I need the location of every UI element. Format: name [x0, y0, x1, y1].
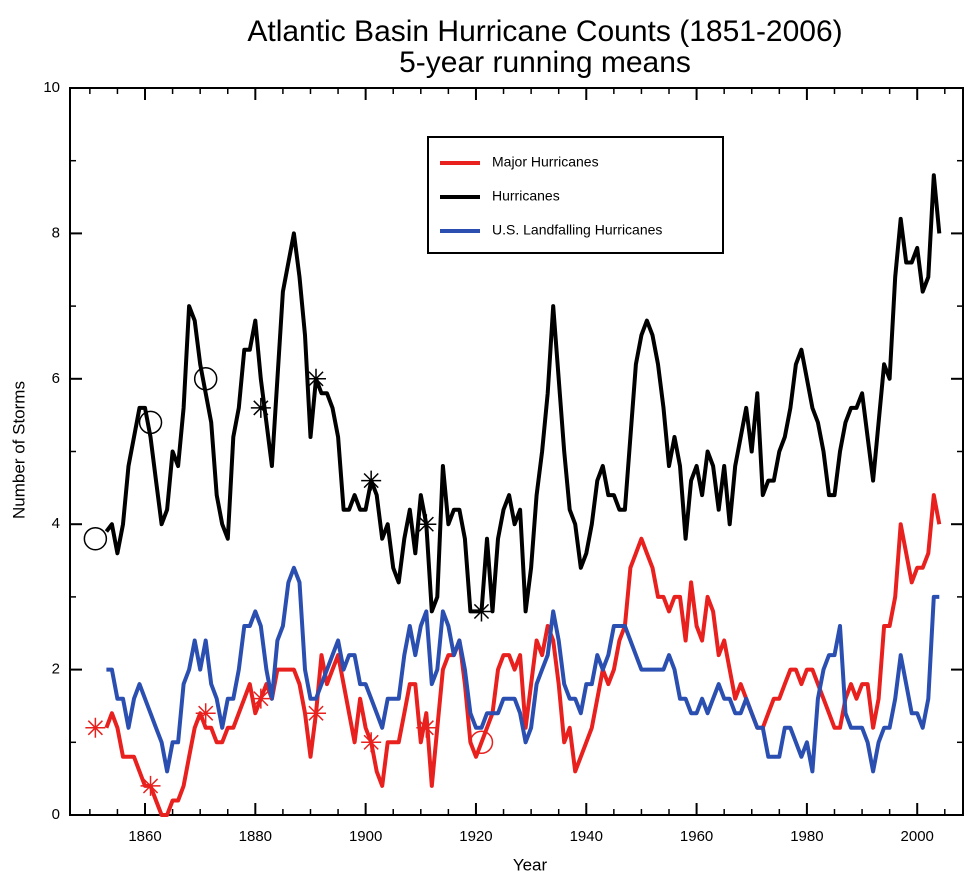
point-marker — [140, 775, 161, 796]
series-line — [104, 493, 942, 817]
x-axis-label: Year — [513, 855, 548, 874]
legend-label: U.S. Landfalling Hurricanes — [492, 222, 662, 238]
y-tick-label: 10 — [43, 79, 60, 96]
chart-subtitle: 5-year running means — [399, 46, 691, 79]
point-marker — [306, 368, 327, 389]
chart-title: Atlantic Basin Hurricane Counts (1851-20… — [247, 15, 842, 48]
x-tick-label: 1980 — [790, 828, 823, 845]
legend-label: Major Hurricanes — [492, 154, 599, 170]
x-tick-label: 1940 — [570, 828, 603, 845]
point-marker — [416, 514, 437, 535]
point-marker — [361, 470, 382, 491]
point-marker — [83, 526, 108, 551]
point-marker — [138, 410, 163, 435]
x-tick-label: 1900 — [349, 828, 382, 845]
point-marker — [250, 688, 271, 709]
point-marker — [471, 601, 492, 622]
y-tick-label: 6 — [52, 370, 60, 387]
x-tick-label: 1960 — [680, 828, 713, 845]
point-marker — [306, 703, 327, 724]
legend-label: Hurricanes — [492, 188, 560, 204]
point-marker — [416, 717, 437, 738]
point-marker — [361, 732, 382, 753]
y-tick-label: 4 — [52, 515, 60, 532]
x-tick-label: 1920 — [459, 828, 492, 845]
y-tick-label: 2 — [52, 661, 60, 678]
y-axis-label: Number of Storms — [9, 381, 28, 519]
x-tick-label: 1860 — [128, 828, 161, 845]
x-tick-label: 2000 — [901, 828, 934, 845]
point-marker — [195, 703, 216, 724]
point-marker — [250, 397, 271, 418]
series-line — [104, 173, 942, 614]
y-tick-label: 8 — [52, 224, 60, 241]
point-marker — [85, 717, 106, 738]
point-marker — [469, 730, 494, 755]
x-tick-label: 1880 — [239, 828, 272, 845]
y-tick-label: 0 — [52, 806, 60, 823]
series-line — [106, 565, 940, 774]
point-marker — [193, 367, 218, 391]
